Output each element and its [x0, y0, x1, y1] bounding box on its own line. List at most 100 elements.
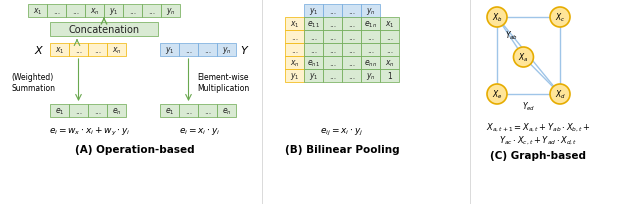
Text: (A) Operation-based: (A) Operation-based — [75, 144, 195, 154]
Circle shape — [550, 85, 570, 104]
Text: ...: ... — [53, 7, 60, 16]
Bar — [50, 44, 69, 57]
Bar — [285, 70, 304, 83]
Text: ...: ... — [94, 46, 101, 55]
Text: $y_n$: $y_n$ — [365, 6, 376, 17]
Text: Element-wise
Multiplication: Element-wise Multiplication — [197, 73, 249, 92]
Text: ...: ... — [75, 46, 82, 55]
Bar — [342, 44, 361, 57]
Text: ...: ... — [291, 46, 298, 55]
Text: ...: ... — [185, 106, 192, 115]
Bar — [198, 104, 217, 118]
Bar — [323, 44, 342, 57]
Bar — [304, 31, 323, 44]
Text: $e_n$: $e_n$ — [221, 106, 232, 116]
Bar — [285, 18, 304, 31]
Bar — [198, 44, 217, 57]
Bar — [47, 5, 66, 18]
Bar — [88, 104, 107, 118]
Bar — [142, 5, 161, 18]
Bar — [107, 104, 126, 118]
Text: ...: ... — [348, 46, 355, 55]
Text: $X_b$: $X_b$ — [492, 12, 502, 24]
Bar — [123, 5, 142, 18]
Text: ...: ... — [386, 46, 393, 55]
Bar — [380, 70, 399, 83]
Text: $X_e$: $X_e$ — [492, 88, 502, 101]
Bar — [179, 44, 198, 57]
Text: $y_1$: $y_1$ — [109, 6, 118, 17]
Text: ...: ... — [348, 20, 355, 29]
Bar — [304, 18, 323, 31]
Text: $e_{11}$: $e_{11}$ — [307, 19, 320, 30]
Text: ...: ... — [310, 46, 317, 55]
Bar — [304, 70, 323, 83]
Text: X: X — [35, 45, 42, 55]
Bar — [342, 70, 361, 83]
Bar — [380, 31, 399, 44]
Bar — [69, 104, 88, 118]
Text: $e_{ij} = x_i \cdot y_j$: $e_{ij} = x_i \cdot y_j$ — [321, 126, 364, 137]
Text: $y_n$: $y_n$ — [166, 6, 175, 17]
Bar — [361, 5, 380, 18]
Bar — [285, 57, 304, 70]
Text: ...: ... — [310, 33, 317, 42]
Text: $e_1$: $e_1$ — [54, 106, 64, 116]
Bar — [361, 70, 380, 83]
Text: $e_{n1}$: $e_{n1}$ — [307, 58, 320, 68]
Bar — [323, 70, 342, 83]
Text: $y_1$: $y_1$ — [290, 71, 300, 82]
Bar — [160, 104, 179, 118]
Text: ...: ... — [329, 46, 336, 55]
Text: (C) Graph-based: (C) Graph-based — [490, 150, 586, 160]
Bar — [88, 44, 107, 57]
Bar — [285, 31, 304, 44]
Bar — [161, 5, 180, 18]
Bar — [69, 44, 88, 57]
Text: $X_c$: $X_c$ — [555, 12, 565, 24]
Text: ...: ... — [75, 106, 82, 115]
Bar — [361, 18, 380, 31]
Text: ...: ... — [204, 46, 211, 55]
Text: $X_{a,t+1} = X_{a,t}+ Y_{ab} \cdot X_{b,t}+$: $X_{a,t+1} = X_{a,t}+ Y_{ab} \cdot X_{b,… — [486, 121, 591, 133]
Text: ...: ... — [329, 7, 336, 16]
Text: $x_1$: $x_1$ — [290, 19, 300, 30]
Text: ...: ... — [94, 106, 101, 115]
Bar — [361, 57, 380, 70]
Bar — [304, 5, 323, 18]
Text: ...: ... — [72, 7, 79, 16]
Bar — [342, 31, 361, 44]
Text: $e_{1n}$: $e_{1n}$ — [364, 19, 377, 30]
Bar — [28, 5, 47, 18]
Bar — [217, 104, 236, 118]
Bar — [323, 18, 342, 31]
Text: $Y_{ab}$: $Y_{ab}$ — [505, 30, 518, 42]
Text: ...: ... — [348, 7, 355, 16]
Bar — [361, 44, 380, 57]
Text: ...: ... — [204, 106, 211, 115]
Text: $x_1$: $x_1$ — [54, 45, 64, 55]
Bar — [160, 44, 179, 57]
Text: $x_n$: $x_n$ — [290, 58, 300, 68]
Text: $Y_{ac} \cdot X_{c,t}+ Y_{ad} \cdot X_{d,t}$: $Y_{ac} \cdot X_{c,t}+ Y_{ad} \cdot X_{d… — [499, 134, 578, 146]
Bar — [380, 44, 399, 57]
Bar — [304, 57, 323, 70]
Text: $x_n$: $x_n$ — [385, 58, 394, 68]
Bar — [323, 31, 342, 44]
Circle shape — [550, 8, 570, 28]
Text: $e_n$: $e_n$ — [111, 106, 122, 116]
Bar — [361, 31, 380, 44]
Text: ...: ... — [367, 46, 374, 55]
Text: ...: ... — [329, 20, 336, 29]
Bar — [50, 104, 69, 118]
Bar — [342, 18, 361, 31]
Text: $y_n$: $y_n$ — [365, 71, 376, 82]
Text: ...: ... — [329, 72, 336, 81]
Bar — [285, 44, 304, 57]
Text: ...: ... — [329, 33, 336, 42]
Text: $x_n$: $x_n$ — [111, 45, 122, 55]
Text: $e_i = w_x \cdot x_i + w_y \cdot y_i$: $e_i = w_x \cdot x_i + w_y \cdot y_i$ — [49, 125, 131, 137]
Text: ...: ... — [348, 72, 355, 81]
Bar — [323, 57, 342, 70]
Text: $y_n$: $y_n$ — [221, 45, 232, 56]
